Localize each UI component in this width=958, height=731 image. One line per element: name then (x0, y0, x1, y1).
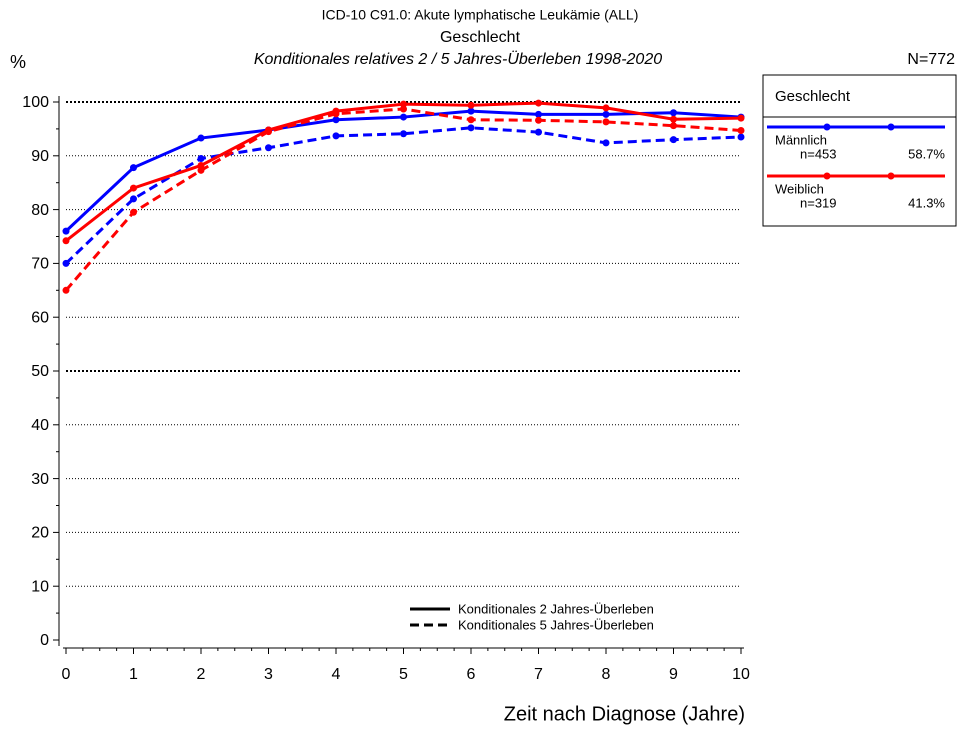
data-point (130, 195, 137, 203)
data-point (130, 164, 137, 172)
data-point (62, 259, 70, 267)
data-point (535, 128, 542, 136)
data-point (737, 114, 745, 122)
x-axis-label: Zeit nach Diagnose (Jahre) (504, 703, 745, 725)
legend-dot (887, 172, 895, 180)
y-tick-label: 0 (40, 632, 49, 649)
data-point (400, 113, 407, 121)
data-point (737, 127, 745, 135)
data-point (62, 286, 70, 294)
series-line (64, 109, 742, 233)
y-tick-label: 70 (31, 256, 49, 273)
legend-label: Weiblich (775, 181, 824, 196)
data-point (602, 118, 610, 126)
data-point (332, 110, 340, 118)
y-tick-label: 100 (22, 94, 49, 111)
chart-title: ICD-10 C91.0: Akute lymphatische Leukämi… (322, 7, 639, 23)
data-point (62, 227, 70, 235)
x-tick-label: 4 (332, 666, 341, 683)
y-tick-label: 60 (31, 309, 49, 326)
data-point (602, 110, 610, 118)
y-tick-label: 40 (31, 417, 49, 434)
y-tick-label: 20 (31, 525, 49, 542)
data-point (62, 237, 70, 245)
data-point (400, 105, 407, 113)
data-point (400, 130, 407, 138)
style-legend-label: Konditionales 2 Jahres-Überleben (458, 601, 654, 616)
data-point (197, 161, 205, 169)
legend-count: n=453 (800, 146, 837, 161)
x-tick-label: 6 (467, 666, 476, 683)
series-line (64, 126, 742, 265)
data-point (670, 122, 677, 130)
y-tick-label: 30 (31, 471, 49, 488)
data-point (670, 109, 677, 117)
data-point (332, 116, 340, 124)
y-tick-label: 50 (31, 363, 49, 380)
data-point (332, 132, 340, 140)
y-tick-label: 90 (31, 148, 49, 165)
x-tick-label: 7 (534, 666, 543, 683)
legend-dot (823, 172, 831, 180)
data-point (197, 166, 205, 174)
x-tick-label: 8 (602, 666, 611, 683)
data-point (467, 116, 475, 124)
chart-subtitle: Geschlecht (440, 29, 521, 46)
total-count: N=772 (907, 51, 955, 68)
data-point (130, 184, 137, 192)
legend-dot (887, 123, 895, 131)
x-tick-label: 3 (264, 666, 273, 683)
data-point (467, 124, 475, 132)
style-legend-label: Konditionales 5 Jahres-Überleben (458, 617, 654, 632)
x-tick-label: 5 (399, 666, 408, 683)
x-tick-label: 10 (732, 666, 750, 683)
data-point (535, 110, 542, 118)
x-tick-label: 9 (669, 666, 678, 683)
y-tick-label: 10 (31, 578, 49, 595)
x-tick-label: 1 (129, 666, 138, 683)
data-point (197, 134, 205, 142)
data-point (197, 154, 205, 162)
legend-share: 41.3% (908, 195, 945, 210)
legend-box (762, 74, 957, 227)
data-point (670, 136, 677, 144)
legend-title: Geschlecht (775, 88, 851, 105)
data-point (400, 100, 407, 108)
legend-dot (823, 123, 831, 131)
y-tick-label: 80 (31, 202, 49, 219)
data-point (467, 101, 475, 109)
data-point (467, 107, 475, 115)
data-point (265, 144, 272, 152)
x-tick-label: 2 (197, 666, 206, 683)
data-point (535, 116, 542, 124)
y-axis-label: % (10, 52, 26, 72)
legend-count: n=319 (800, 195, 837, 210)
legend-label: Männlich (775, 132, 827, 147)
data-point (265, 128, 272, 136)
data-point (535, 99, 542, 107)
data-point (670, 115, 677, 123)
legend-share: 58.7% (908, 146, 945, 161)
data-point (130, 208, 137, 216)
data-point (737, 133, 745, 141)
chart-subtitle2: Konditionales relatives 2 / 5 Jahres-Übe… (254, 50, 662, 68)
data-point (602, 139, 610, 147)
x-tick-label: 0 (62, 666, 71, 683)
data-point (602, 104, 610, 112)
